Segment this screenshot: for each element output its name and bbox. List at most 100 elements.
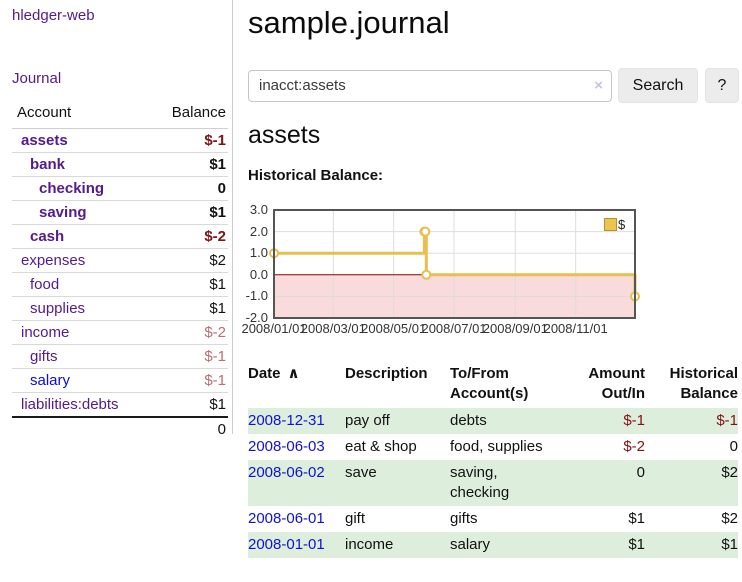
account-link[interactable]: cash bbox=[30, 228, 65, 245]
date-cell: 2008-01-01 bbox=[248, 532, 345, 558]
register-row: 2008-01-01 income salary $1 $1 bbox=[248, 532, 738, 558]
balance-cell: $1 bbox=[721, 536, 738, 553]
balance-column-header: Balance bbox=[171, 104, 226, 121]
transaction-date-link[interactable]: 2008-06-03 bbox=[248, 438, 325, 455]
register-table: Date ∧ Description To/From Account(s) Amo… bbox=[248, 359, 738, 558]
account-row: salary $-1 bbox=[12, 368, 228, 393]
accounts-cell: gifts bbox=[450, 510, 478, 527]
account-balance: $1 bbox=[150, 200, 228, 225]
accounts-cell: food, supplies bbox=[450, 438, 543, 455]
chart-title: Historical Balance: bbox=[248, 167, 384, 184]
balance-cell: $-1 bbox=[716, 412, 738, 429]
account-balance: $-2 bbox=[150, 224, 228, 249]
account-total-spacer bbox=[12, 416, 151, 442]
account-link[interactable]: liabilities:debts bbox=[21, 396, 119, 413]
account-row: expenses $2 bbox=[12, 248, 228, 273]
date-column-header[interactable]: Date ∧ bbox=[248, 365, 300, 382]
account-link[interactable]: checking bbox=[39, 180, 105, 197]
account-total-balance: 0 bbox=[150, 416, 228, 442]
account-row: supplies $1 bbox=[12, 296, 228, 321]
account-row: saving $1 bbox=[12, 200, 228, 225]
accounts-column-header: To/From Account(s) bbox=[450, 365, 529, 402]
account-balance: $-1 bbox=[150, 128, 228, 153]
account-balance: $1 bbox=[150, 272, 228, 297]
amount-cell: 0 bbox=[636, 464, 645, 481]
clear-icon[interactable]: × bbox=[594, 76, 603, 94]
account-balance: $-1 bbox=[150, 344, 228, 369]
description-cell: income bbox=[345, 536, 394, 553]
account-link[interactable]: saving bbox=[39, 204, 87, 221]
account-balance: $2 bbox=[150, 248, 228, 273]
date-cell: 2008-06-02 bbox=[248, 460, 345, 506]
y-axis-label: 2.0 bbox=[249, 223, 268, 239]
legend-swatch-icon bbox=[604, 218, 617, 231]
accounts-cell: saving, checking bbox=[450, 464, 510, 501]
y-axis-label: 3.0 bbox=[249, 202, 268, 217]
sidebar: hledger-web Journal Account Balance asse… bbox=[0, 0, 232, 582]
account-row: income $-2 bbox=[12, 320, 228, 345]
sidebar-divider bbox=[232, 0, 233, 434]
transaction-date-link[interactable]: 2008-01-01 bbox=[248, 536, 325, 553]
account-row: gifts $-1 bbox=[12, 344, 228, 369]
page-title: sample.journal bbox=[248, 5, 450, 40]
account-link[interactable]: bank bbox=[30, 156, 66, 173]
transaction-date-link[interactable]: 2008-12-31 bbox=[248, 412, 325, 429]
x-axis-label: 2008/03/01 bbox=[300, 321, 366, 336]
amount-cell: $-1 bbox=[623, 412, 645, 429]
register-row: 2008-12-31 pay off debts $-1 $-1 bbox=[248, 408, 738, 434]
x-axis-label: 2008/01/01 bbox=[241, 321, 307, 336]
account-link[interactable]: food bbox=[30, 276, 60, 293]
account-column-header: Account bbox=[17, 104, 72, 121]
account-link[interactable]: expenses bbox=[21, 252, 86, 269]
account-balance: $1 bbox=[150, 296, 228, 321]
transaction-date-link[interactable]: 2008-06-01 bbox=[248, 510, 325, 527]
x-axis-label: 2008/11/01 bbox=[543, 321, 608, 336]
description-cell: save bbox=[345, 464, 377, 481]
description-cell: pay off bbox=[345, 412, 390, 429]
date-cell: 2008-06-03 bbox=[248, 434, 345, 460]
data-point-marker bbox=[420, 226, 431, 237]
nav-journal-link[interactable]: Journal bbox=[12, 70, 62, 87]
data-point-marker bbox=[421, 269, 432, 280]
transaction-date-link[interactable]: 2008-06-02 bbox=[248, 464, 325, 481]
account-balance: 0 bbox=[150, 176, 228, 201]
amount-cell: $1 bbox=[628, 510, 645, 527]
account-link[interactable]: salary bbox=[30, 372, 71, 389]
account-balance: $-2 bbox=[150, 320, 228, 345]
description-cell: gift bbox=[345, 510, 366, 527]
account-tree-table: Account Balance assets $-1 bank $1 checking 0… bbox=[12, 101, 228, 442]
account-balance: $1 bbox=[150, 152, 228, 177]
account-balance: $1 bbox=[150, 392, 228, 417]
account-link[interactable]: income bbox=[21, 324, 70, 341]
account-link[interactable]: supplies bbox=[30, 300, 86, 317]
plot-border bbox=[273, 209, 636, 319]
account-total-row: 0 bbox=[12, 416, 228, 442]
balance-cell: $2 bbox=[721, 510, 738, 527]
help-button[interactable]: ? bbox=[705, 68, 739, 103]
account-heading: assets bbox=[248, 121, 321, 149]
amount-column-header: Amount Out/In bbox=[588, 365, 645, 402]
y-axis-label: 0.0 bbox=[249, 266, 268, 282]
brand-link[interactable]: hledger-web bbox=[12, 7, 95, 24]
description-cell: eat & shop bbox=[345, 438, 417, 455]
account-row: bank $1 bbox=[12, 152, 228, 177]
search-button[interactable]: Search bbox=[618, 68, 698, 103]
date-cell: 2008-12-31 bbox=[248, 408, 345, 434]
account-link[interactable]: assets bbox=[21, 132, 68, 149]
search-input[interactable] bbox=[248, 69, 612, 102]
date-cell: 2008-06-01 bbox=[248, 506, 345, 532]
x-axis-label: 2008/07/01 bbox=[421, 321, 487, 336]
account-link[interactable]: gifts bbox=[30, 348, 58, 365]
y-axis-label: 1.0 bbox=[249, 245, 268, 261]
legend-label: $ bbox=[618, 217, 626, 232]
chart-canvas bbox=[269, 209, 640, 319]
account-row: assets $-1 bbox=[12, 128, 228, 153]
sort-ascending-icon: ∧ bbox=[287, 365, 300, 382]
account-tree-header: Account Balance bbox=[12, 101, 228, 129]
account-row: food $1 bbox=[12, 272, 228, 297]
accounts-cell: salary bbox=[450, 536, 491, 553]
description-column-header: Description bbox=[345, 365, 428, 382]
chart-legend: $ bbox=[604, 217, 625, 232]
balance-column-header: Historical Balance bbox=[669, 365, 738, 402]
y-axis-label: -2.0 bbox=[245, 310, 268, 325]
